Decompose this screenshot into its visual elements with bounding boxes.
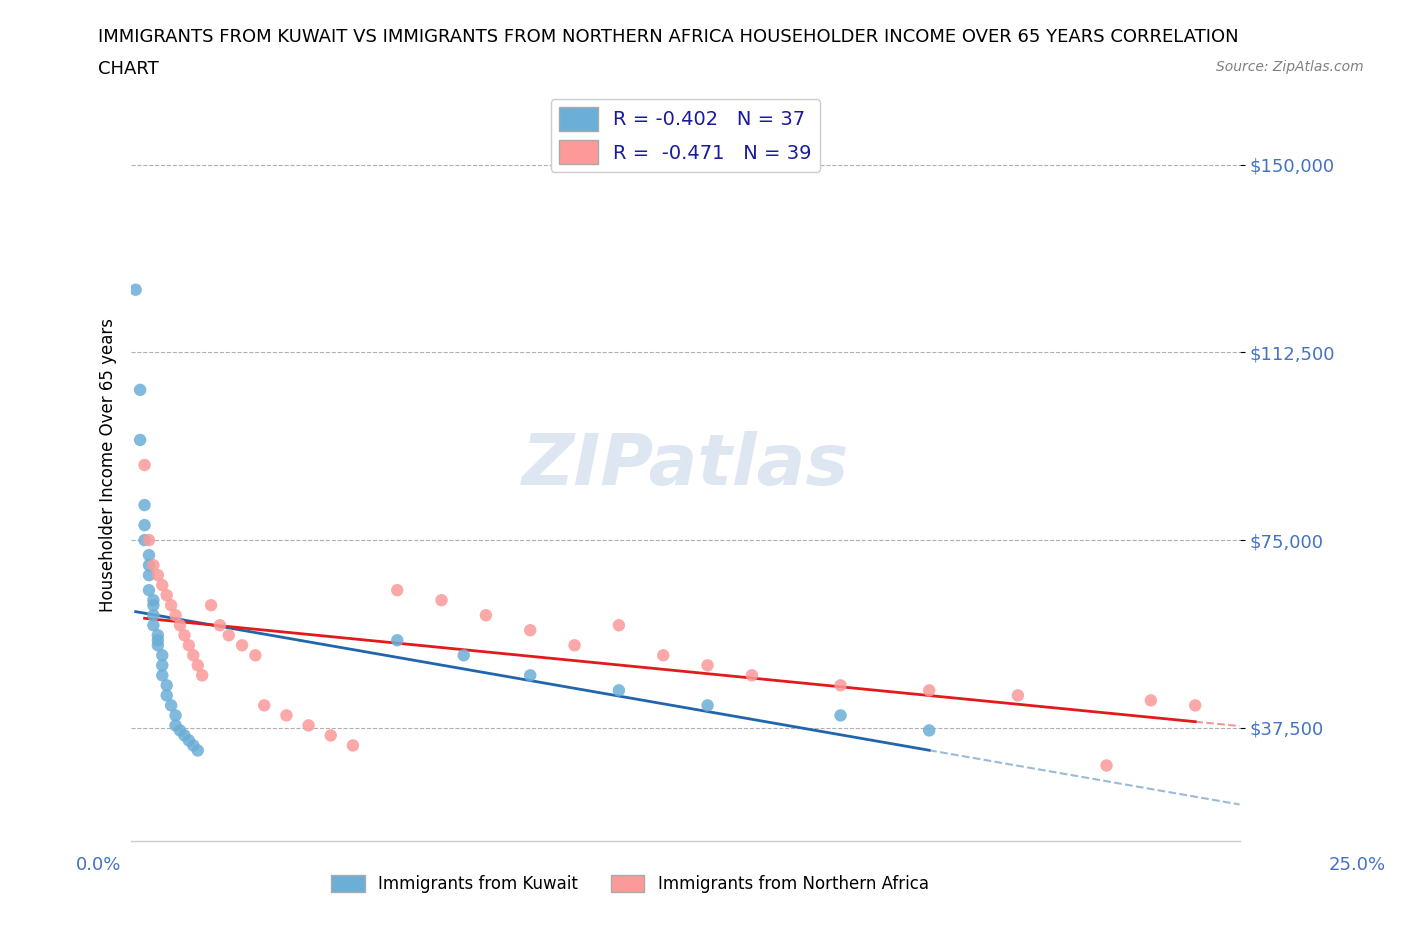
Point bbox=[169, 618, 191, 632]
Point bbox=[430, 592, 453, 607]
Point bbox=[519, 668, 541, 683]
Point bbox=[918, 683, 941, 698]
Point bbox=[696, 658, 718, 672]
Text: IMMIGRANTS FROM KUWAIT VS IMMIGRANTS FROM NORTHERN AFRICA HOUSEHOLDER INCOME OVE: IMMIGRANTS FROM KUWAIT VS IMMIGRANTS FRO… bbox=[98, 28, 1239, 46]
Point bbox=[830, 678, 852, 693]
Point bbox=[138, 548, 160, 563]
Point bbox=[156, 688, 179, 703]
Text: CHART: CHART bbox=[98, 60, 159, 78]
Point bbox=[253, 698, 276, 712]
Point bbox=[146, 632, 169, 647]
Point bbox=[177, 733, 200, 748]
Text: 25.0%: 25.0% bbox=[1329, 856, 1385, 873]
Point bbox=[187, 658, 209, 672]
Point bbox=[319, 728, 342, 743]
Point bbox=[165, 718, 187, 733]
Point bbox=[173, 628, 195, 643]
Point bbox=[208, 618, 231, 632]
Point bbox=[519, 623, 541, 638]
Point bbox=[138, 583, 160, 598]
Point bbox=[129, 432, 152, 447]
Point bbox=[134, 498, 156, 512]
Point bbox=[564, 638, 586, 653]
Point bbox=[453, 648, 475, 663]
Point bbox=[173, 728, 195, 743]
Point bbox=[146, 567, 169, 582]
Point bbox=[181, 648, 204, 663]
Point bbox=[142, 592, 165, 607]
Point bbox=[1095, 758, 1118, 773]
Point bbox=[150, 578, 173, 592]
Point bbox=[165, 608, 187, 623]
Point bbox=[142, 598, 165, 613]
Point bbox=[181, 738, 204, 753]
Point bbox=[475, 608, 498, 623]
Point bbox=[830, 708, 852, 723]
Point bbox=[142, 558, 165, 573]
Point bbox=[134, 533, 156, 548]
Point bbox=[607, 683, 630, 698]
Point bbox=[129, 382, 152, 397]
Text: ZIPatlas: ZIPatlas bbox=[522, 431, 849, 499]
Point bbox=[607, 618, 630, 632]
Point bbox=[187, 743, 209, 758]
Point bbox=[142, 618, 165, 632]
Point bbox=[160, 698, 183, 712]
Point bbox=[696, 698, 718, 712]
Text: 0.0%: 0.0% bbox=[76, 856, 121, 873]
Point bbox=[276, 708, 298, 723]
Point bbox=[150, 668, 173, 683]
Point bbox=[138, 558, 160, 573]
Point bbox=[146, 628, 169, 643]
Y-axis label: Householder Income Over 65 years: Householder Income Over 65 years bbox=[100, 318, 117, 612]
Point bbox=[125, 283, 148, 298]
Point bbox=[165, 708, 187, 723]
Point bbox=[387, 632, 409, 647]
Point bbox=[1184, 698, 1206, 712]
Point bbox=[231, 638, 253, 653]
Point bbox=[297, 718, 319, 733]
Point bbox=[138, 567, 160, 582]
Point bbox=[342, 738, 364, 753]
Point bbox=[1007, 688, 1029, 703]
Point bbox=[245, 648, 267, 663]
Point bbox=[652, 648, 675, 663]
Point bbox=[138, 533, 160, 548]
Text: Source: ZipAtlas.com: Source: ZipAtlas.com bbox=[1216, 60, 1364, 74]
Point bbox=[134, 518, 156, 533]
Point bbox=[169, 723, 191, 737]
Point bbox=[387, 583, 409, 598]
Point bbox=[160, 598, 183, 613]
Point bbox=[741, 668, 763, 683]
Point bbox=[918, 723, 941, 737]
Point bbox=[218, 628, 240, 643]
Point bbox=[177, 638, 200, 653]
Point bbox=[142, 608, 165, 623]
Point bbox=[150, 648, 173, 663]
Point bbox=[150, 658, 173, 672]
Point bbox=[156, 678, 179, 693]
Legend: R = -0.402   N = 37, R =  -0.471   N = 39: R = -0.402 N = 37, R = -0.471 N = 39 bbox=[551, 100, 820, 172]
Point bbox=[191, 668, 214, 683]
Point bbox=[134, 458, 156, 472]
Point bbox=[200, 598, 222, 613]
Point bbox=[156, 588, 179, 603]
Point bbox=[146, 638, 169, 653]
Point bbox=[1140, 693, 1163, 708]
